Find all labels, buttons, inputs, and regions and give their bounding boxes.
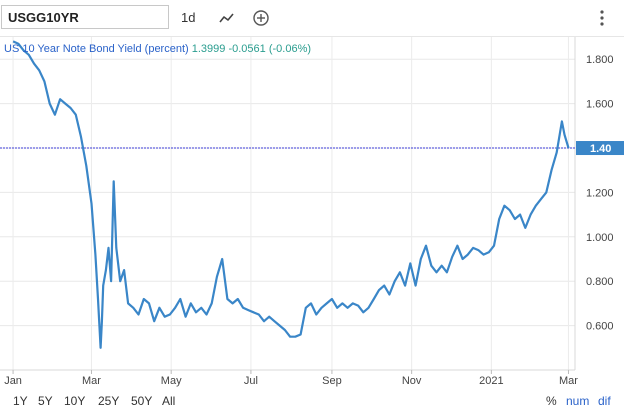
- add-comparison-icon[interactable]: [251, 8, 271, 28]
- series-name: US 10 Year Note Bond Yield (percent): [4, 43, 189, 55]
- y-tick-label: 1.000: [586, 232, 614, 244]
- x-tick-label: 2021: [479, 375, 503, 387]
- range-5y[interactable]: 5Y: [38, 394, 53, 408]
- y-tick-label: 1.800: [586, 54, 614, 66]
- range-50y[interactable]: 50Y: [131, 394, 153, 408]
- range-10y[interactable]: 10Y: [64, 394, 86, 408]
- x-tick-label: Sep: [322, 375, 342, 387]
- price-tag-value: 1.40: [590, 143, 611, 155]
- range-bar: [0, 390, 624, 409]
- range-25y[interactable]: 25Y: [98, 394, 120, 408]
- x-axis: Jan Mar May Jul Sep Nov 2021 Mar: [4, 370, 578, 387]
- x-tick-label: Jan: [4, 375, 22, 387]
- toolbar-divider: [0, 36, 624, 37]
- chart-toolbar: USGG10YR 1d: [0, 0, 624, 36]
- price-tag-bg: [576, 141, 624, 156]
- more-options-icon[interactable]: [592, 8, 612, 28]
- change-percent: (-0.06%): [268, 43, 312, 55]
- price-tag: 1.40: [576, 141, 624, 156]
- y-tick-label: 1.600: [586, 99, 614, 111]
- x-tick-label: Mar: [559, 375, 578, 387]
- interval-selector[interactable]: 1d: [181, 10, 196, 25]
- y-tick-label: 0.600: [586, 321, 614, 333]
- y-tick-label: 0.800: [586, 276, 614, 288]
- change-value: -0.0561: [228, 43, 266, 55]
- yield-series-line: [12, 40, 570, 349]
- last-value: 1.3999: [191, 43, 226, 55]
- num-toggle[interactable]: num: [566, 394, 590, 408]
- chart-grid: [0, 37, 575, 370]
- chart-type-icon[interactable]: [217, 8, 237, 28]
- x-tick-label: Mar: [82, 375, 101, 387]
- ticker-input[interactable]: USGG10YR: [1, 5, 169, 29]
- range-1y[interactable]: 1Y: [13, 394, 28, 408]
- x-tick-label: Jul: [244, 375, 258, 387]
- ticker-symbol: USGG10YR: [8, 10, 79, 25]
- x-tick-label: May: [161, 375, 182, 387]
- y-tick-label: 1.200: [586, 187, 614, 199]
- range-all[interactable]: All: [162, 394, 176, 408]
- dif-toggle[interactable]: dif: [598, 394, 611, 408]
- chart-legend: US 10 Year Note Bond Yield (percent) 1.3…: [4, 43, 311, 55]
- percent-toggle[interactable]: %: [546, 394, 557, 408]
- x-tick-label: Nov: [402, 375, 422, 387]
